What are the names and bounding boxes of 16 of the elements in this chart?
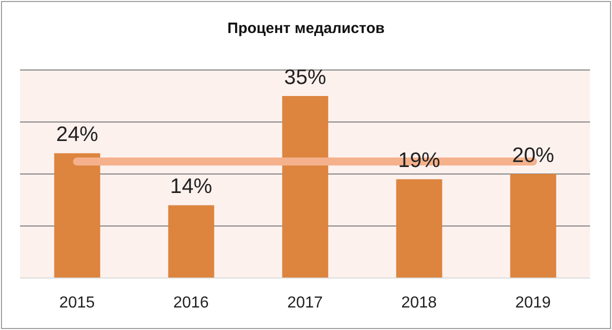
x-tick-label: 2016 bbox=[173, 294, 209, 312]
data-label: 19% bbox=[398, 149, 440, 172]
data-label: 20% bbox=[512, 144, 554, 167]
data-label: 14% bbox=[170, 175, 212, 198]
x-tick-label: 2017 bbox=[287, 294, 323, 312]
x-tick-label: 2015 bbox=[59, 294, 95, 312]
data-label: 24% bbox=[56, 123, 98, 146]
x-tick-label: 2018 bbox=[401, 294, 437, 312]
x-tick-label: 2019 bbox=[515, 294, 551, 312]
bar bbox=[396, 179, 442, 278]
bar bbox=[282, 96, 328, 278]
bar bbox=[54, 153, 100, 278]
bar bbox=[510, 174, 556, 278]
data-label: 35% bbox=[284, 66, 326, 89]
bar bbox=[168, 205, 214, 278]
chart-title: Процент медалистов bbox=[226, 20, 386, 37]
